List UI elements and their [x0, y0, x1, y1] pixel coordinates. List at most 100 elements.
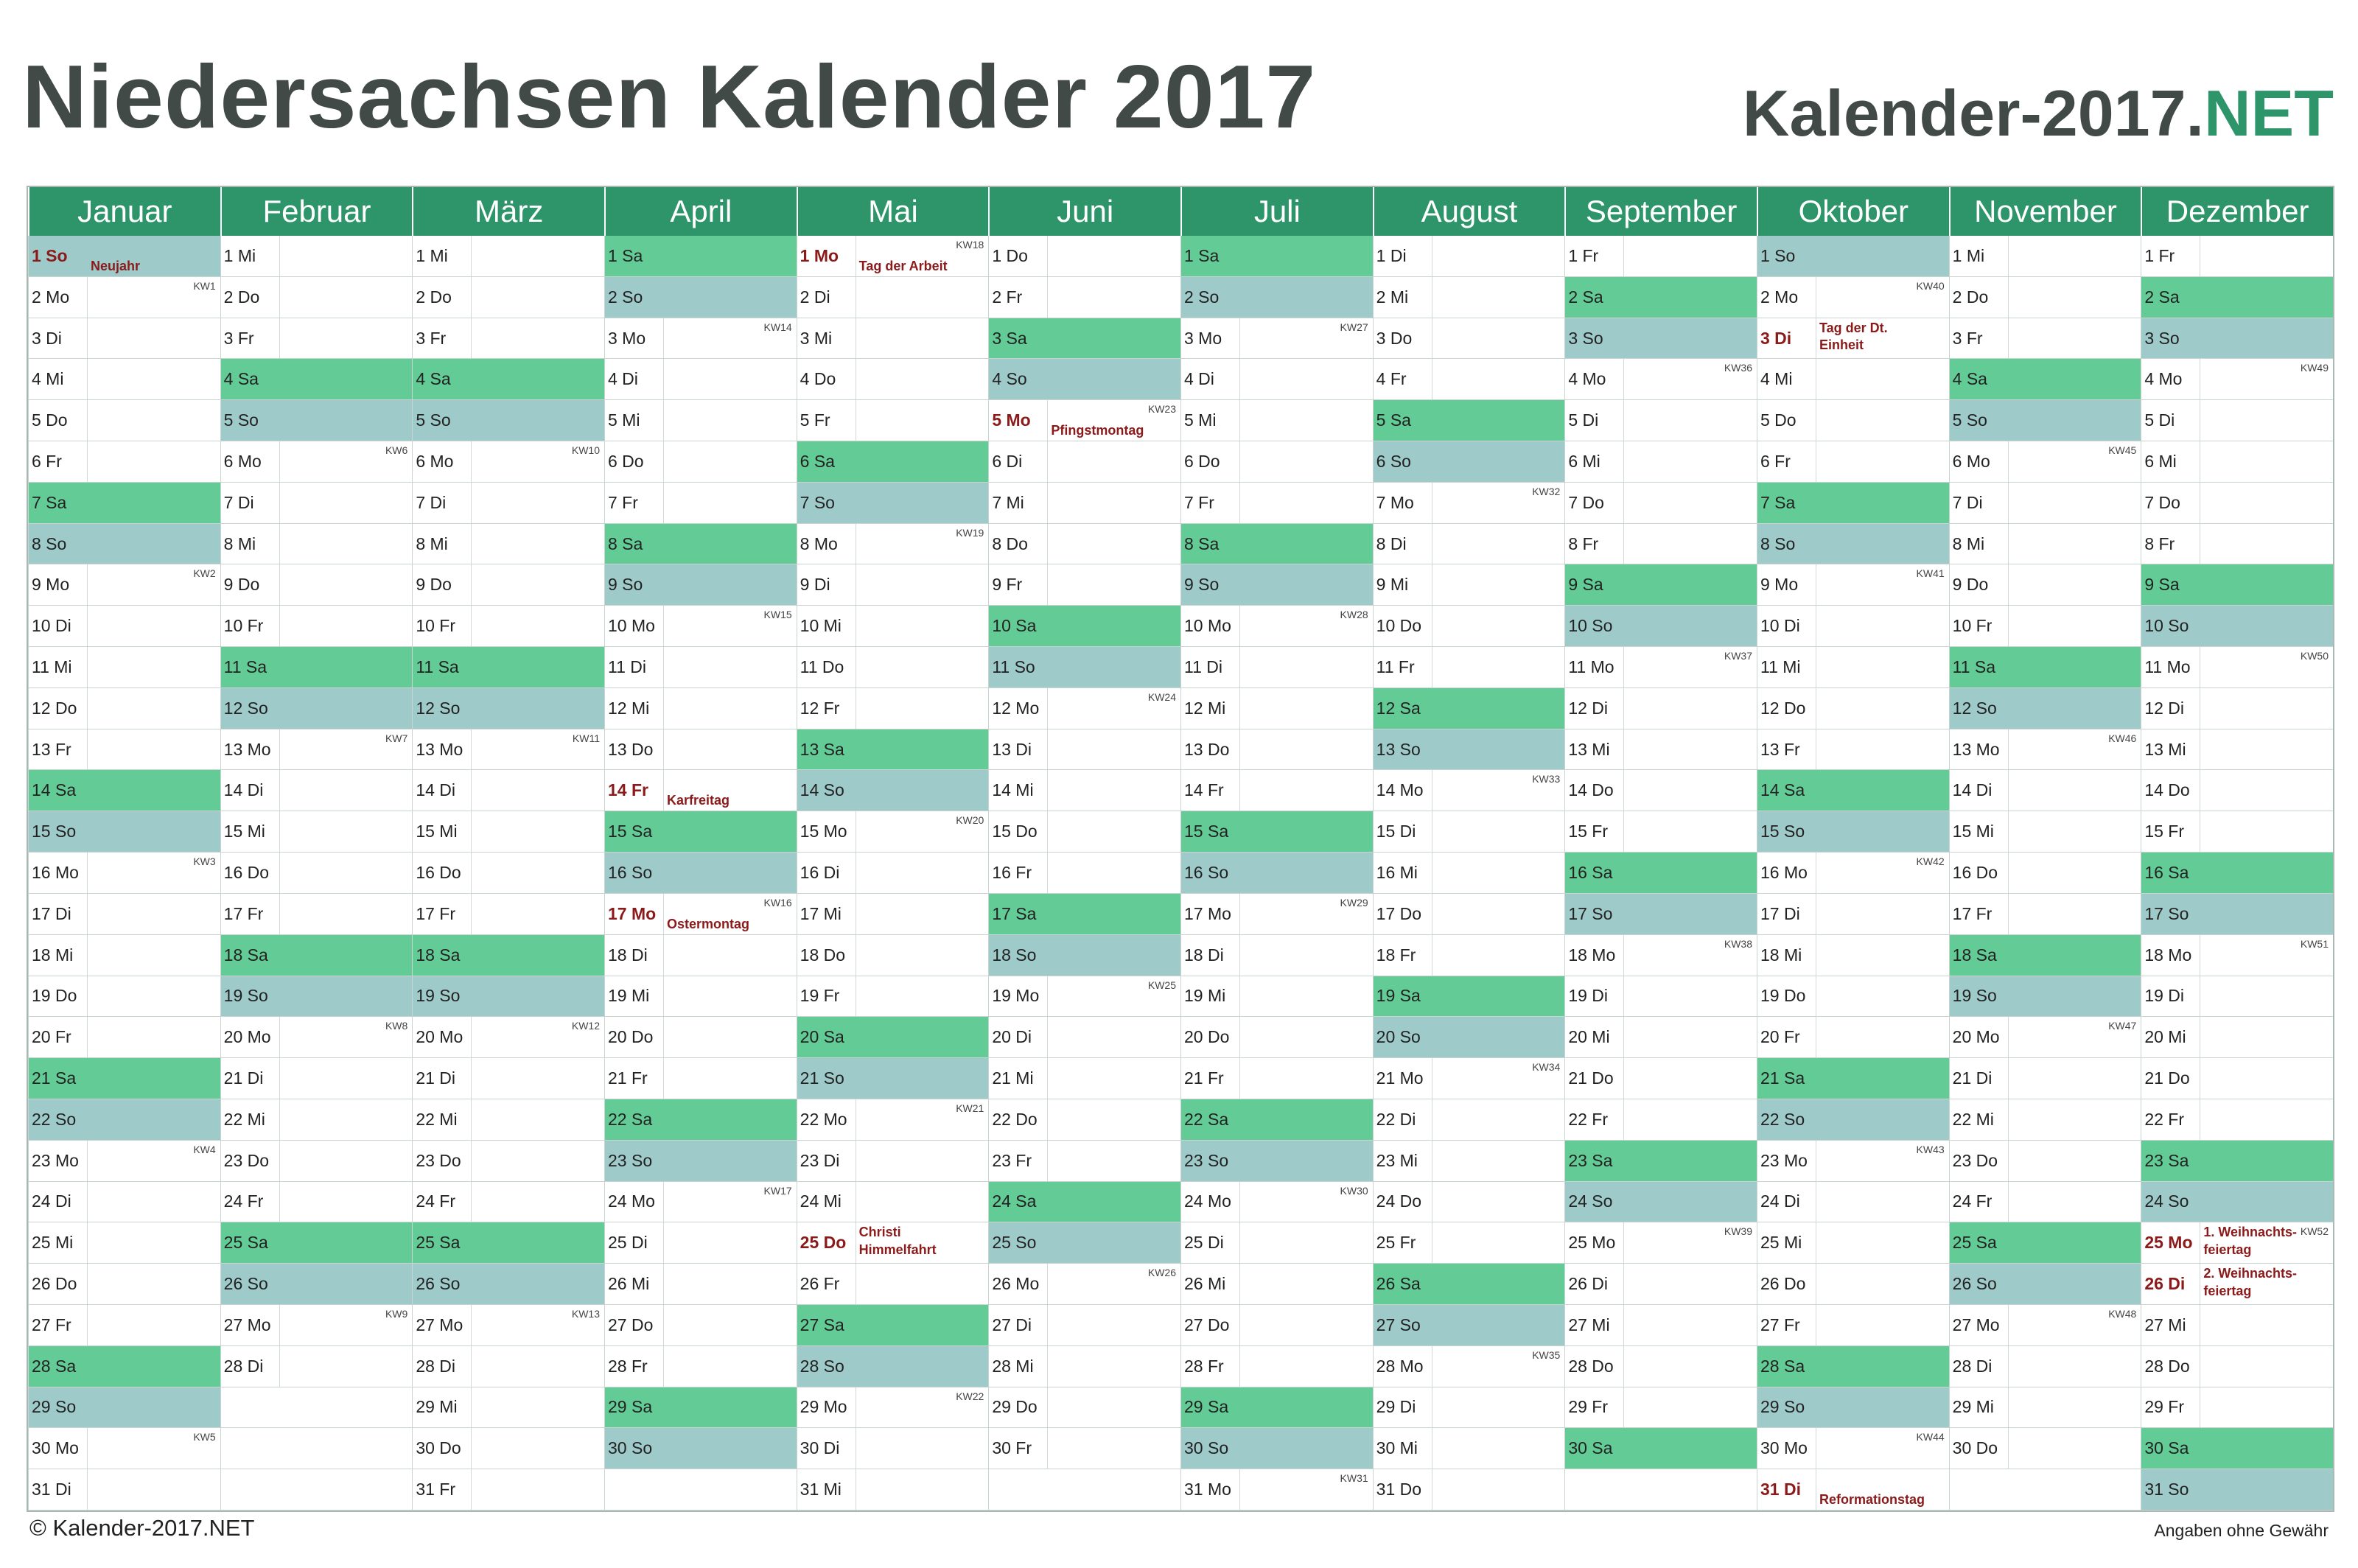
day-cell: 8 Fr — [1564, 523, 1757, 565]
week-number: KW28 — [1340, 609, 1368, 621]
day-cell: 6 Fr — [1757, 441, 1949, 483]
day-cell: 7 Do — [1564, 482, 1757, 524]
day-cell: 11 Mo KW50 — [2141, 647, 2333, 688]
day-label: 12 Mi — [1184, 698, 1226, 718]
day-cell: 7 Fr — [604, 482, 797, 524]
day-cell: 20 Mi — [1564, 1017, 1757, 1059]
day-label: 24 Do — [1376, 1191, 1422, 1211]
day-cell: 18 Sa — [1948, 934, 2141, 976]
day-label: 8 Mi — [416, 533, 448, 553]
day-label: 30 Do — [1952, 1438, 1998, 1458]
day-cell: 7 So — [796, 482, 989, 524]
day-cell: 18 Sa — [220, 934, 413, 976]
day-label: 19 Mo — [992, 986, 1040, 1006]
day-label: 7 Sa — [1760, 492, 1796, 512]
day-label: 27 Sa — [800, 1315, 844, 1334]
day-cell: 11 Sa — [412, 647, 604, 688]
day-cell: 28 Fr — [1180, 1345, 1373, 1387]
day-label: 20 Mo — [223, 1027, 271, 1047]
day-label: 20 So — [1376, 1027, 1421, 1047]
day-cell: 27 Sa — [796, 1304, 989, 1346]
empty-day-cell — [604, 1469, 797, 1511]
day-label: 2 Do — [416, 287, 452, 307]
day-label: 14 Mi — [992, 780, 1034, 800]
day-cell: 3 Fr — [220, 318, 413, 360]
day-label: 5 Mi — [1184, 410, 1217, 430]
day-label: 18 Do — [800, 945, 846, 965]
day-cell: 2 Sa — [1564, 276, 1757, 318]
day-cell: 3 Fr — [412, 318, 604, 360]
day-cell: 17 Mo KW29 — [1180, 893, 1373, 935]
day-label: 12 So — [223, 698, 268, 718]
day-label: 17 Fr — [416, 903, 456, 923]
day-cell: 5 Mi — [604, 400, 797, 442]
day-cell: 18 So — [988, 934, 1180, 976]
day-label: 16 Di — [800, 862, 840, 882]
day-label: 19 Fr — [800, 986, 840, 1006]
week-number: KW48 — [2108, 1307, 2137, 1320]
day-label: 30 Mi — [1376, 1438, 1418, 1458]
day-cell: 7 Sa — [1757, 482, 1949, 524]
day-label: 6 Mo — [416, 451, 454, 471]
day-cell: 19 So — [1948, 976, 2141, 1018]
day-label: 2 So — [1184, 287, 1220, 307]
day-label: 30 Sa — [1568, 1438, 1613, 1458]
day-cell: 5 Di — [2141, 400, 2333, 442]
day-cell: 15 So — [1757, 811, 1949, 853]
day-label: 16 Sa — [1568, 862, 1613, 882]
month-header-juni: Juni — [988, 187, 1180, 236]
day-cell: 12 Do — [1757, 687, 1949, 729]
month-header-januar: Januar — [28, 187, 220, 236]
day-cell: 6 So — [1372, 441, 1565, 483]
day-cell: 6 Fr — [28, 441, 220, 483]
week-number: KW2 — [193, 567, 216, 580]
day-label: 27 Di — [992, 1315, 1032, 1334]
day-label: 29 Fr — [1568, 1397, 1609, 1417]
day-label: 26 Mi — [608, 1274, 650, 1294]
empty-day-cell — [1948, 1469, 2141, 1511]
week-number: KW31 — [1340, 1472, 1368, 1485]
day-label: 14 Do — [2144, 780, 2190, 800]
day-cell: 29 So — [28, 1387, 220, 1429]
day-cell: 18 Fr — [1372, 934, 1565, 976]
day-label: 13 Mo — [223, 739, 271, 759]
day-cell: 21 Sa — [1757, 1058, 1949, 1099]
day-cell: 23 Mo KW4 — [28, 1140, 220, 1182]
day-cell: 20 Fr — [28, 1017, 220, 1059]
copyright-notice: © Kalender-2017.NET — [29, 1515, 255, 1541]
day-label: 25 Mo — [1568, 1233, 1616, 1253]
day-cell: 13 Fr — [28, 729, 220, 771]
day-label: 11 So — [992, 657, 1035, 676]
day-cell: 11 Do — [796, 647, 989, 688]
day-label: 31 Do — [1376, 1480, 1422, 1499]
day-label: 1 Mi — [416, 245, 448, 265]
day-label: 27 Do — [608, 1315, 654, 1334]
day-cell: 30 Mo KW44 — [1757, 1428, 1949, 1470]
day-cell: 26 Do — [1757, 1264, 1949, 1305]
day-cell: 12 Mi — [604, 687, 797, 729]
day-cell: 19 Mo KW25 — [988, 976, 1180, 1018]
day-label: 2 Do — [1952, 287, 1989, 307]
day-label: 23 Sa — [2144, 1150, 2189, 1170]
day-label: 22 Mo — [800, 1109, 847, 1129]
day-label: 21 Fr — [1184, 1068, 1224, 1088]
day-cell: 9 Sa — [1564, 564, 1757, 606]
holiday-name: Karfreitag — [667, 793, 730, 808]
day-label: 30 Mo — [32, 1438, 79, 1458]
day-cell: 24 Mo KW30 — [1180, 1181, 1373, 1223]
day-label: 13 So — [1376, 739, 1421, 759]
day-label: 16 Mo — [1760, 862, 1808, 882]
day-cell: 19 Do — [1757, 976, 1949, 1018]
day-label: 28 Sa — [32, 1356, 77, 1376]
day-label: 18 Mi — [32, 945, 74, 965]
day-label: 18 Di — [608, 945, 648, 965]
day-label: 10 Fr — [223, 616, 264, 636]
day-cell: 13 So — [1372, 729, 1565, 771]
day-label: 29 Sa — [1184, 1397, 1229, 1417]
day-label: 10 Mo — [1184, 616, 1231, 636]
day-label: 25 Sa — [1952, 1233, 1997, 1253]
day-cell: 24 Mi — [796, 1181, 989, 1223]
day-cell: 14 Do — [2141, 770, 2333, 812]
day-label: 19 Mi — [1184, 986, 1226, 1006]
day-cell: 15 Di — [1372, 811, 1565, 853]
